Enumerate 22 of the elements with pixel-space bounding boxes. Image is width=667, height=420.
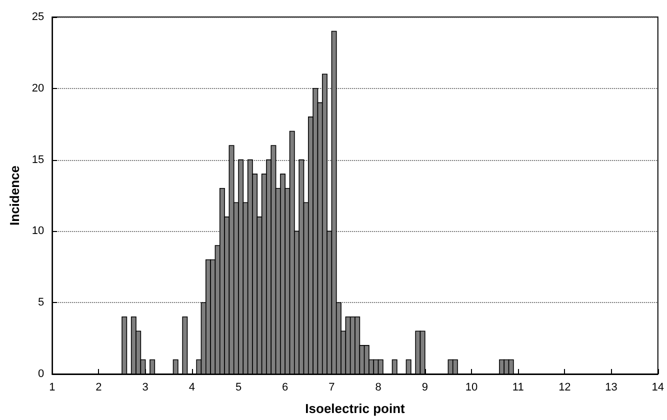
x-tick-label: 6 [282, 382, 288, 394]
x-tick-label: 10 [465, 382, 478, 394]
y-tick-label: 25 [32, 11, 44, 23]
x-tick-label: 4 [188, 382, 195, 394]
x-tick-label: 2 [96, 382, 102, 394]
x-tick-label: 1 [49, 382, 56, 394]
y-axis-title: Incidence [7, 166, 22, 226]
y-tick-label: 0 [38, 368, 44, 380]
y-tick-label: 5 [38, 296, 44, 309]
x-tick-label: 5 [235, 382, 242, 394]
y-tick-label: 20 [32, 82, 44, 94]
x-tick-label: 3 [142, 382, 148, 394]
x-tick-label: 9 [422, 382, 428, 394]
x-tick-label: 11 [512, 382, 524, 394]
y-tick-label: 10 [32, 225, 44, 238]
x-tick-label: 14 [652, 382, 664, 394]
x-tick-label: 12 [558, 382, 571, 394]
x-axis-title: Isoelectric point [305, 401, 406, 416]
y-tick-label: 15 [32, 154, 44, 166]
x-tick-label: 13 [605, 382, 618, 394]
x-tick-label: 7 [328, 382, 335, 394]
x-tick-label: 8 [375, 382, 382, 394]
